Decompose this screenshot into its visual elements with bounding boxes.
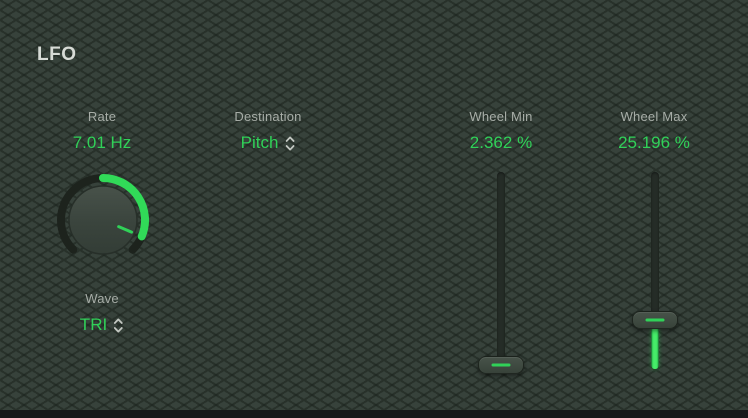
panel-title: LFO bbox=[37, 44, 77, 65]
destination-label: Destination bbox=[234, 109, 302, 124]
knob-value-arc bbox=[99, 174, 150, 241]
knob-body bbox=[68, 185, 138, 255]
rate-value-text: 7.01 Hz bbox=[72, 133, 132, 152]
slider-handle[interactable] bbox=[478, 356, 524, 375]
wheel-min-label: Wheel Min bbox=[469, 109, 533, 124]
destination-select[interactable]: Pitch bbox=[241, 133, 296, 153]
wheel-max-slider[interactable] bbox=[632, 172, 678, 370]
wheel-max-label: Wheel Max bbox=[620, 109, 688, 124]
rate-label: Rate bbox=[87, 109, 117, 124]
destination-value-text: Pitch bbox=[240, 133, 279, 152]
rate-knob[interactable] bbox=[55, 172, 151, 268]
wheel-max-value-text: 25.196 % bbox=[618, 133, 690, 152]
wheel-min-slider[interactable] bbox=[478, 172, 524, 375]
wheel-min-value-text: 2.362 % bbox=[469, 133, 533, 152]
handle-dash bbox=[491, 363, 511, 367]
rate-value[interactable]: 7.01 Hz bbox=[73, 133, 132, 153]
window-bottom-edge bbox=[0, 410, 748, 418]
wave-select[interactable]: TRI bbox=[80, 315, 124, 335]
slider-track[interactable] bbox=[651, 172, 659, 370]
chevron-up-down-icon bbox=[113, 317, 124, 334]
wave-label: Wave bbox=[85, 291, 119, 306]
handle-dash bbox=[645, 318, 665, 322]
chevron-up-down-icon bbox=[284, 135, 295, 152]
wave-value-text: TRI bbox=[79, 315, 108, 334]
slider-track[interactable] bbox=[497, 172, 505, 370]
slider-fill bbox=[651, 321, 659, 369]
wheel-max-value[interactable]: 25.196 % bbox=[618, 133, 690, 153]
knob-pointer bbox=[117, 225, 134, 234]
wheel-min-value[interactable]: 2.362 % bbox=[470, 133, 532, 153]
slider-handle[interactable] bbox=[632, 311, 678, 330]
